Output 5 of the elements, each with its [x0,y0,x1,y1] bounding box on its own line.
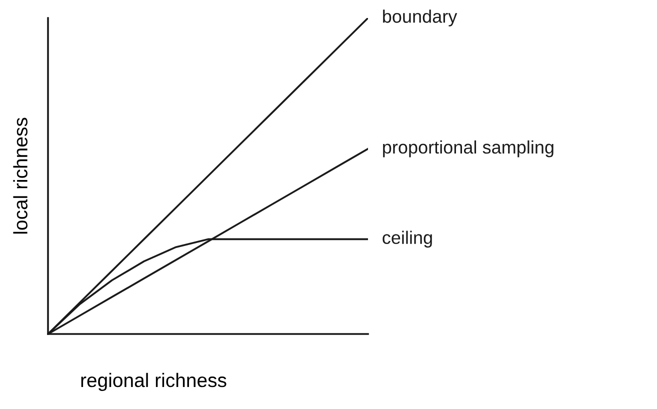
series-label: boundary [383,10,458,26]
x-axis-title: regional richness [81,372,226,392]
y-axis-title: local richness [13,118,28,234]
series-label: proportional sampling [383,140,554,158]
series-label: ceiling [382,230,432,248]
